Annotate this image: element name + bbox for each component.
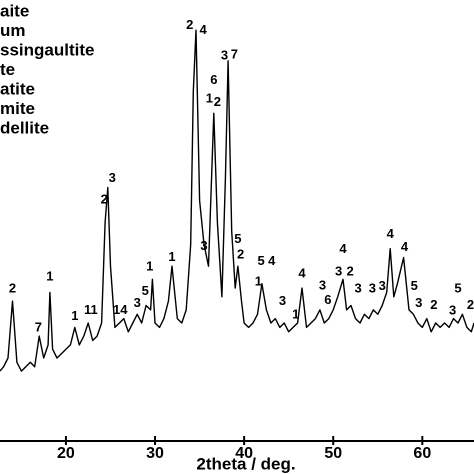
peak-label: 5	[257, 253, 264, 268]
peak-label: 5	[234, 231, 241, 246]
legend-label: aite	[0, 1, 29, 20]
legend-label: te	[0, 60, 15, 79]
peak-label: 11	[84, 302, 98, 317]
peak-label: 6	[324, 292, 331, 307]
peak-label: 3	[319, 277, 326, 292]
peak-label: 3	[355, 280, 362, 295]
legend-label: dellite	[0, 118, 49, 137]
peak-label: 1	[46, 269, 53, 284]
peak-label: 1	[168, 249, 175, 264]
peak-label: 2	[9, 280, 16, 295]
peak-label: 2	[430, 297, 437, 312]
peak-label: 1	[146, 259, 153, 274]
x-axis-title: 2theta / deg.	[196, 454, 295, 473]
peak-label: 4	[339, 241, 347, 256]
peak-label: 14	[113, 302, 128, 317]
legend-label: ssingaultite	[0, 40, 94, 59]
peak-label: 4	[387, 226, 395, 241]
peak-label: 2	[186, 17, 193, 32]
peak-label: 5	[454, 280, 461, 295]
peak-label: 3	[335, 263, 342, 278]
x-tick-label: 40	[235, 445, 253, 462]
x-tick-label: 30	[146, 445, 164, 462]
peak-label: 5	[411, 278, 418, 293]
peak-label: 3	[134, 295, 141, 310]
x-tick-label: 20	[57, 445, 75, 462]
peak-label: 7	[231, 47, 238, 62]
peak-label: 6	[210, 72, 217, 87]
peak-label: 1	[255, 273, 262, 288]
peak-label: 3	[415, 295, 422, 310]
peak-label: 5	[142, 283, 149, 298]
legend-label: mite	[0, 99, 35, 118]
x-tick-label: 50	[324, 445, 342, 462]
peak-label: 3	[379, 278, 386, 293]
data-line	[0, 29, 474, 372]
peak-label: 3	[279, 293, 286, 308]
peak-label: 4	[401, 239, 409, 254]
peak-label: 3	[221, 47, 228, 62]
peak-label: 1	[292, 307, 299, 322]
peak-label: 4	[200, 22, 208, 37]
peak-label: 1	[71, 308, 78, 323]
peak-label: 2	[467, 297, 474, 312]
peak-label: 2	[101, 192, 108, 207]
legend-label: um	[0, 21, 26, 40]
peak-label: 3	[200, 238, 207, 253]
peak-label: 3	[109, 170, 116, 185]
peak-label: 1	[206, 91, 213, 106]
peak-label: 3	[449, 303, 456, 318]
peak-label: 2	[347, 263, 354, 278]
peak-label: 2	[214, 94, 221, 109]
legend-label: atite	[0, 79, 35, 98]
peak-label: 4	[268, 253, 276, 268]
peak-label: 2	[237, 247, 244, 262]
peak-label: 3	[369, 280, 376, 295]
peak-label: 7	[35, 320, 42, 335]
peak-label: 4	[298, 266, 306, 281]
x-tick-label: 60	[413, 445, 431, 462]
